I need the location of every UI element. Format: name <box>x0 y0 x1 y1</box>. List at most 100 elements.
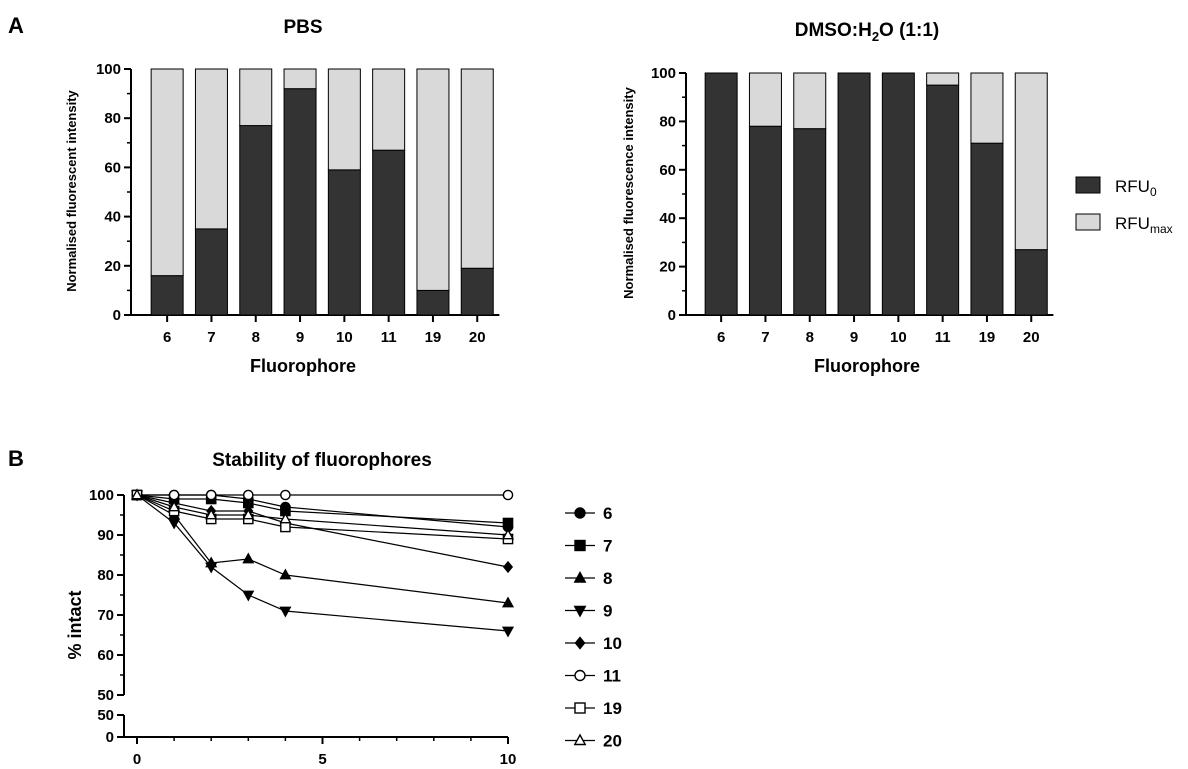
chart-stability-series-line-7 <box>136 494 509 524</box>
chart-dmso-bar-20-rfu0 <box>1014 249 1048 316</box>
chart-dmso: DMSO:H2O (1:1) Normalised fluorescence i… <box>621 20 1054 376</box>
chart-stability-point-20 <box>205 508 218 520</box>
chart-pbs-xtick-label: 10 <box>336 329 353 346</box>
chart-pbs-xtick-label: 9 <box>296 329 304 346</box>
chart-dmso-bar-9-rfu0 <box>837 72 871 316</box>
chart-pbs-ytick-label: 20 <box>104 258 121 275</box>
chart-stability-xtick-label: 0 <box>133 751 141 768</box>
chart-stability-legend-label: 20 <box>603 732 622 751</box>
chart-pbs-ytick-label: 40 <box>104 209 121 226</box>
chart-dmso-xtick-label: 11 <box>935 329 951 346</box>
chart-dmso-xtick-label: 6 <box>717 329 725 346</box>
chart-dmso-bar-19-rfu0 <box>970 142 1004 316</box>
chart-stability-series-line-10 <box>136 494 509 568</box>
chart-stability-ytick-label: 60 <box>97 647 114 664</box>
chart-dmso-bar-10-rfu0 <box>881 72 915 316</box>
chart-stability-ytick-label: 90 <box>97 527 114 544</box>
chart-stability-point-11 <box>242 489 254 501</box>
chart-stability-series-20 <box>130 488 515 540</box>
chart-pbs-bar-11-rfu0 <box>372 149 406 316</box>
chart-stability-point-8 <box>501 596 515 608</box>
chart-pbs-bar-20-rfumax <box>460 68 494 269</box>
chart-stability-point-9 <box>205 562 218 574</box>
chart-stability-point-7 <box>502 517 514 529</box>
chart-pbs-bar-19-rfu0 <box>416 289 450 316</box>
chart-stability: Stability of fluorophores % intact 50607… <box>65 450 622 768</box>
chart-dmso-xlabel: Fluorophore <box>814 356 920 376</box>
chart-dmso-xtick-label: 7 <box>761 329 769 346</box>
chart-stability-series-6 <box>131 489 514 533</box>
chart-pbs-ytick-label: 0 <box>113 307 121 324</box>
chart-dmso-ytick-label: 40 <box>659 210 676 227</box>
chart-stability-point-9 <box>168 518 181 530</box>
chart-dmso-ytick-label: 60 <box>659 162 676 179</box>
chart-stability-series-8 <box>130 488 515 608</box>
legend-rfu0-label: RFU0 <box>1115 177 1157 199</box>
chart-dmso-bar-7-rfumax <box>748 72 782 127</box>
chart-stability-point-20 <box>501 528 515 540</box>
chart-pbs-xtick-label: 11 <box>381 329 397 346</box>
chart-stability-legend: 6 7 8 9 10 11 19 20 <box>565 504 622 751</box>
chart-dmso-title-sub: 2 <box>872 29 879 44</box>
chart-dmso-bar-6-rfu0 <box>704 72 738 316</box>
chart-pbs-xtick-label: 19 <box>425 329 442 346</box>
chart-stability-ytick-label: 80 <box>97 567 114 584</box>
chart-stability-point-8 <box>279 568 292 580</box>
chart-stability-point-20 <box>168 500 181 512</box>
chart-pbs-bar-20-rfu0 <box>460 267 494 316</box>
chart-dmso-ytick-label: 20 <box>659 259 676 276</box>
chart-dmso-title-post: O (1:1) <box>879 20 939 41</box>
chart-dmso-ylabel: Normalised fluorescence intensity <box>621 86 636 298</box>
chart-stability-legend-label: 19 <box>603 699 622 718</box>
chart-stability-series-line-9 <box>136 494 509 632</box>
legend-rfu0-base: RFU <box>1115 177 1150 196</box>
chart-dmso-bar-8-rfu0 <box>793 128 827 316</box>
chart-stability-point-20 <box>279 512 292 524</box>
chart-pbs-bar-9-rfumax <box>283 68 317 90</box>
chart-stability-series-11 <box>131 489 514 501</box>
chart-pbs-xtick-label: 6 <box>163 329 171 346</box>
chart-dmso-title-pre: DMSO:H <box>795 20 872 41</box>
legend-rfumax-sub: max <box>1150 222 1173 236</box>
chart-pbs-bar-7-rfu0 <box>194 228 228 316</box>
chart-stability-xtick-label: 10 <box>500 751 517 768</box>
chart-stability-point-9 <box>242 590 255 602</box>
chart-dmso-bar-20-rfumax <box>1014 72 1048 251</box>
chart-stability-point-11 <box>502 489 514 501</box>
chart-pbs-bar-8-rfu0 <box>239 125 273 316</box>
chart-stability-point-19 <box>280 521 291 533</box>
chart-stability-point-10 <box>502 560 514 574</box>
chart-stability-ylabel: % intact <box>65 590 85 659</box>
chart-stability-legend-marker-20 <box>573 733 587 746</box>
panel-label-a: A <box>8 13 24 38</box>
chart-stability-ytick-label: 50 <box>97 707 114 724</box>
chart-pbs-title: PBS <box>283 17 322 38</box>
chart-dmso-ytick-label: 0 <box>668 307 676 324</box>
chart-dmso-bar-19-rfumax <box>970 72 1004 144</box>
chart-stability-legend-label: 10 <box>603 634 622 653</box>
chart-stability-point-11 <box>280 489 291 501</box>
chart-stability-point-11 <box>205 489 217 501</box>
chart-stability-legend-marker-7 <box>574 539 586 552</box>
chart-stability-ytick-label: 70 <box>97 607 114 624</box>
chart-dmso-bar-8-rfumax <box>793 72 827 130</box>
chart-stability-point-9 <box>279 606 292 618</box>
chart-stability-legend-marker-8 <box>573 571 587 583</box>
chart-dmso-ytick-label: 80 <box>659 113 676 130</box>
chart-pbs: PBS Normalised fluorescent intensity Flu… <box>64 17 500 376</box>
chart-pbs-bar-7-rfumax <box>194 68 228 230</box>
chart-stability-legend-marker-19 <box>574 702 586 714</box>
legend-rfumax-swatch <box>1075 213 1101 231</box>
chart-dmso-bar-7-rfu0 <box>748 125 782 316</box>
chart-dmso-xtick-label: 8 <box>806 329 814 346</box>
chart-stability-series-line-8 <box>136 494 509 604</box>
chart-stability-legend-marker-9 <box>573 605 587 618</box>
chart-stability-legend-label: 8 <box>603 569 612 588</box>
chart-pbs-bar-19-rfumax <box>416 68 450 291</box>
legend-rfumax-base: RFU <box>1115 214 1150 233</box>
chart-pbs-xtick-label: 7 <box>207 329 215 346</box>
chart-stability-point-11 <box>168 489 180 501</box>
chart-dmso-xtick-label: 9 <box>850 329 858 346</box>
chart-stability-legend-label: 7 <box>603 537 612 556</box>
